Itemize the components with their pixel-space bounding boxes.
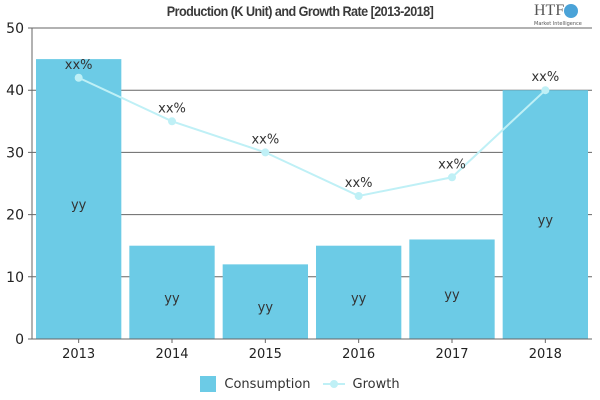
- x-tick-label: 2016: [342, 347, 375, 362]
- bar-data-label: yy: [444, 288, 460, 303]
- y-tick-label: 10: [6, 270, 24, 286]
- growth-point-2018: [541, 86, 550, 95]
- x-tick-label: 2013: [62, 347, 95, 362]
- growth-data-label: xx%: [65, 58, 93, 73]
- bar-data-label: yy: [538, 214, 554, 229]
- growth-data-label: xx%: [438, 157, 466, 172]
- growth-data-label: xx%: [531, 70, 559, 85]
- htf-logo: HTF Market Intelligence: [528, 2, 592, 30]
- logo-text: HTF: [534, 2, 565, 19]
- bar-2018: [502, 90, 588, 339]
- legend: Consumption Growth: [0, 376, 600, 392]
- bar-2014: [129, 245, 215, 339]
- growth-point-2015: [261, 148, 270, 157]
- y-tick-label: 50: [6, 21, 24, 37]
- x-tick-label: 2015: [249, 347, 282, 362]
- x-tick-label: 2017: [435, 347, 468, 362]
- x-tick-label: 2014: [155, 347, 188, 362]
- growth-point-2016: [354, 191, 363, 200]
- globe-icon: [564, 4, 578, 18]
- growth-point-2014: [168, 117, 176, 126]
- y-tick-label: 0: [15, 332, 24, 348]
- y-tick-label: 40: [6, 83, 24, 99]
- y-tick-label: 30: [6, 145, 24, 161]
- growth-line: [78, 76, 547, 197]
- logo-subtext: Market Intelligence: [534, 21, 582, 27]
- bar-data-label: yy: [71, 198, 87, 213]
- chart-title: Production (K Unit) and Growth Rate [201…: [166, 3, 434, 19]
- growth-point-2013: [74, 73, 83, 82]
- bar-2013: [36, 59, 122, 339]
- bar-data-label: yy: [351, 291, 367, 306]
- bar-2017: [409, 239, 495, 339]
- bar-data-label: yy: [164, 291, 180, 306]
- legend-swatch-growth: [322, 380, 345, 388]
- legend-swatch-consumption: [200, 376, 217, 392]
- bar-data-label: yy: [258, 301, 274, 316]
- legend-label-consumption: Consumption: [224, 376, 311, 392]
- growth-data-label: xx%: [345, 176, 373, 191]
- growth-point-2017: [448, 173, 456, 182]
- growth-data-label: xx%: [158, 101, 186, 116]
- growth-data-label: xx%: [251, 132, 279, 147]
- bar-2016: [316, 245, 402, 339]
- x-tick-label: 2018: [529, 347, 562, 362]
- bar-2015: [222, 264, 308, 339]
- y-tick-label: 20: [6, 208, 24, 224]
- legend-label-growth: Growth: [352, 376, 400, 392]
